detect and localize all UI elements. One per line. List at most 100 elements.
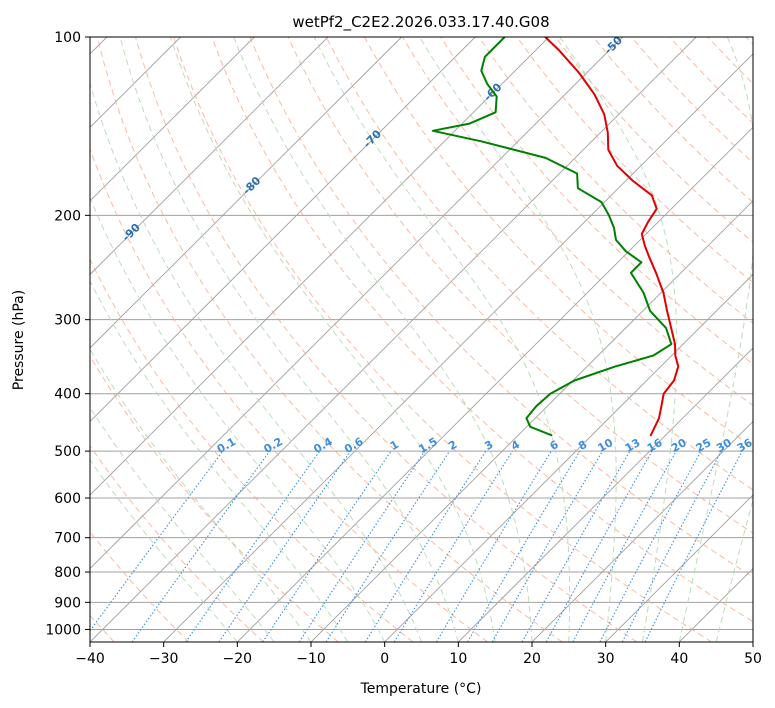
moist-adiabat bbox=[233, 37, 533, 642]
x-tick-label: −40 bbox=[75, 651, 105, 667]
y-tick-label: 900 bbox=[54, 595, 81, 611]
moist-adiabat bbox=[90, 459, 238, 642]
y-tick-label: 400 bbox=[54, 387, 81, 403]
dewpoint-profile bbox=[431, 37, 673, 437]
dry-adiabat bbox=[707, 37, 753, 85]
mixing-ratio-label: 13 bbox=[623, 436, 643, 455]
mixing-ratio-line bbox=[644, 450, 743, 642]
moist-adiabat bbox=[715, 498, 753, 642]
isotherm bbox=[90, 37, 329, 276]
dry-adiabat bbox=[90, 147, 488, 642]
isotherm bbox=[679, 567, 753, 642]
mixing-ratio-line bbox=[131, 450, 271, 642]
mixing-ratio-line bbox=[90, 450, 224, 632]
x-tick-label: 50 bbox=[744, 651, 762, 667]
mixing-ratio-label: 1.5 bbox=[416, 435, 439, 456]
y-tick-label: 200 bbox=[54, 208, 81, 224]
mixing-ratio-line bbox=[545, 450, 653, 642]
isotherm bbox=[90, 37, 402, 349]
dry-adiabat bbox=[134, 37, 638, 642]
mixing-ratio-line bbox=[467, 450, 581, 642]
temperature-profile bbox=[544, 37, 680, 437]
mixing-ratio-line bbox=[572, 450, 677, 642]
moist-adiabat bbox=[559, 37, 678, 642]
isotherm bbox=[752, 641, 753, 642]
mixing-ratio-line bbox=[599, 450, 702, 642]
moist-adiabat bbox=[90, 347, 312, 642]
isotherm bbox=[458, 347, 753, 642]
isotherm bbox=[90, 37, 697, 642]
dry-adiabat bbox=[96, 37, 563, 642]
isotherm bbox=[531, 420, 753, 642]
x-axis-label: Temperature (°C) bbox=[360, 681, 482, 697]
mixing-ratio-label: 0.4 bbox=[311, 435, 335, 456]
dry-adiabat bbox=[90, 355, 339, 642]
mixing-ratio-line bbox=[185, 450, 321, 642]
isotherm bbox=[90, 37, 623, 570]
mixing-ratio-line bbox=[325, 450, 451, 642]
isotherm bbox=[605, 494, 753, 642]
moist-adiabat bbox=[90, 196, 386, 642]
isotherm bbox=[237, 126, 753, 642]
dry-adiabat bbox=[90, 258, 414, 642]
x-tick-label: −20 bbox=[223, 651, 253, 667]
isotherm-label: -40 bbox=[722, 0, 745, 10]
mixing-ratio-line bbox=[621, 450, 722, 642]
y-tick-label: 1000 bbox=[45, 622, 81, 638]
y-tick-label: 600 bbox=[54, 491, 81, 507]
dry-adiabat bbox=[173, 37, 712, 642]
mixing-ratio-label: 0.1 bbox=[215, 435, 238, 456]
mixing-ratio-label: 0.6 bbox=[342, 435, 366, 456]
isotherm-label: -70 bbox=[361, 127, 384, 150]
mixing-ratio-line bbox=[298, 450, 426, 642]
moist-adiabat bbox=[90, 81, 422, 642]
background-lines bbox=[90, 37, 753, 642]
x-tick-label: 30 bbox=[597, 651, 615, 667]
mixing-ratio-line bbox=[262, 450, 392, 642]
isotherm bbox=[384, 273, 753, 642]
moist-adiabat bbox=[678, 37, 753, 642]
y-tick-label: 500 bbox=[54, 444, 81, 460]
mixing-ratio-label: 36 bbox=[735, 436, 755, 455]
dry-adiabat bbox=[669, 37, 753, 124]
x-tick-label: 40 bbox=[670, 651, 688, 667]
isotherm bbox=[90, 37, 255, 202]
isotherm bbox=[163, 53, 753, 642]
x-tick-label: 20 bbox=[523, 651, 541, 667]
isotherm bbox=[90, 37, 476, 423]
profile-lines bbox=[431, 37, 680, 437]
dry-adiabat bbox=[249, 37, 753, 578]
x-tick-label: −10 bbox=[296, 651, 326, 667]
moist-adiabat bbox=[419, 37, 617, 642]
moist-adiabat bbox=[90, 406, 275, 642]
isotherm bbox=[90, 37, 550, 496]
isotherm-label: -90 bbox=[120, 221, 143, 244]
mixing-ratio-line bbox=[521, 450, 631, 642]
x-tick-label: 0 bbox=[380, 651, 389, 667]
moist-adiabat bbox=[170, 37, 496, 642]
y-axis: 100 200 300 400 500 600 700 800 900 1000 bbox=[45, 30, 90, 638]
mixing-ratio-label: 0.2 bbox=[262, 435, 285, 456]
mixing-ratio-label: 25 bbox=[694, 436, 714, 455]
isotherm-label: -100 bbox=[0, 265, 25, 294]
x-axis: −40 −30 −20 −10 0 10 20 30 40 50 bbox=[75, 642, 762, 667]
mixing-ratio-label: 30 bbox=[714, 436, 734, 455]
mixing-ratio-line bbox=[393, 450, 513, 642]
y-tick-label: 100 bbox=[54, 30, 81, 46]
mixing-ratio-line bbox=[435, 450, 552, 642]
dry-adiabat bbox=[554, 37, 753, 243]
moist-adiabat bbox=[313, 37, 571, 642]
dry-adiabat bbox=[745, 37, 753, 45]
mixing-ratio-line bbox=[218, 450, 351, 642]
y-tick-label: 300 bbox=[54, 313, 81, 329]
mixing-ratio-label: 10 bbox=[596, 436, 616, 455]
dry-adiabat bbox=[287, 37, 753, 534]
y-axis-label: Pressure (hPa) bbox=[11, 290, 27, 390]
dry-adiabat bbox=[90, 445, 264, 642]
moist-adiabat bbox=[119, 37, 459, 642]
dry-adiabat bbox=[325, 37, 753, 491]
mixing-ratio-line bbox=[364, 450, 487, 642]
dry-adiabat bbox=[516, 37, 753, 284]
dry-adiabat bbox=[211, 37, 753, 623]
